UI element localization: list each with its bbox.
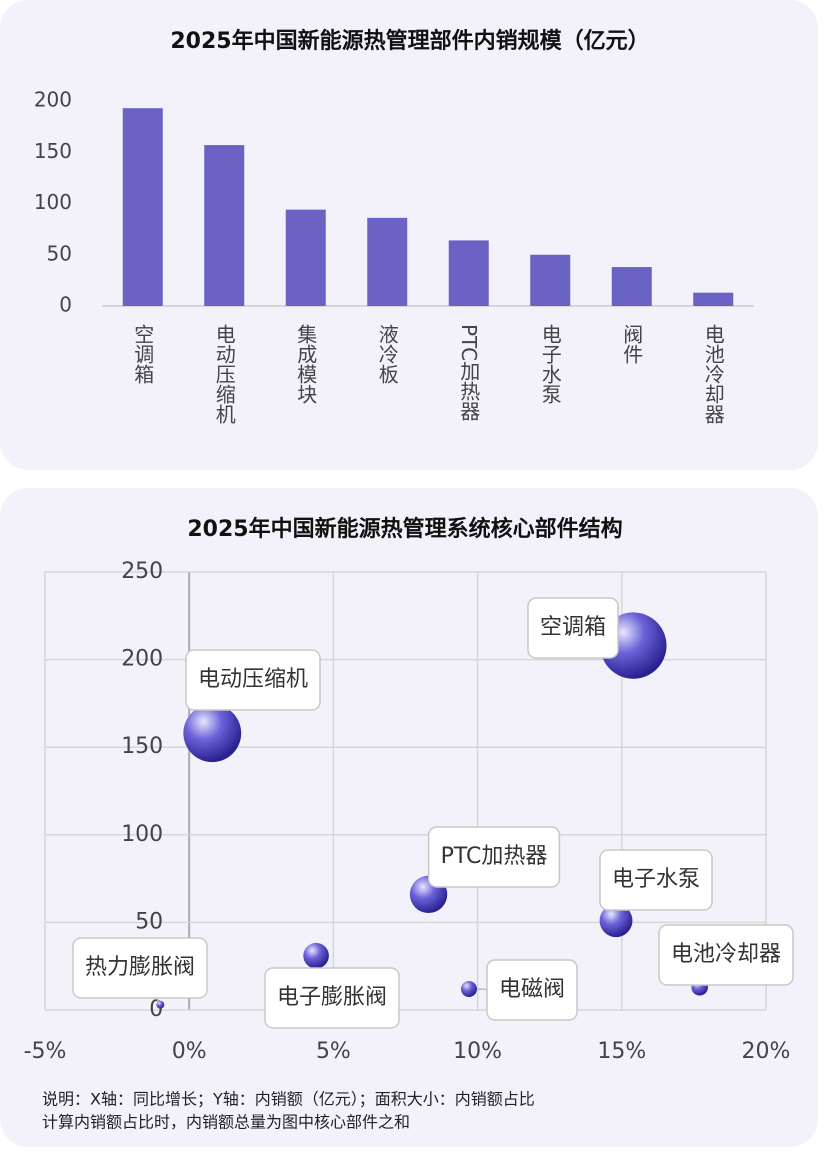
label-box [658, 924, 794, 986]
bubble-label: 电池冷却器 [671, 942, 781, 967]
y-tick-label: 100 [34, 190, 72, 214]
note: 说明：X轴：同比增长；Y轴：内销额（亿元）；面积大小：内销额占比 [42, 1090, 535, 1109]
y-tick-label: 0 [149, 997, 163, 1022]
bar [530, 254, 571, 306]
y-tick-label: 250 [121, 559, 163, 584]
x-tick-label: 15% [597, 1039, 646, 1064]
x-tick-label: 5% [316, 1039, 351, 1064]
y-tick-label: 150 [34, 139, 72, 163]
y-tick-label: 100 [121, 822, 163, 847]
y-tick-label: 200 [121, 647, 163, 672]
bar [285, 209, 326, 306]
x-tick-label: 空调箱 [131, 324, 155, 384]
x-tick-label: 集成模块 [294, 324, 318, 404]
label-box [72, 937, 208, 999]
bubble-label: 电磁阀 [499, 977, 565, 1002]
bubble-label: 电子膨胀阀 [277, 985, 387, 1010]
note: 计算内销额占比时，内销额总量为图中核心部件之和 [42, 1113, 410, 1132]
x-tick-label: 10% [453, 1039, 502, 1064]
bubble [183, 704, 242, 763]
label-box [427, 826, 561, 888]
bubble-label: PTC加热器 [441, 844, 548, 869]
bubble [156, 1000, 165, 1009]
x-tick-label: -5% [24, 1039, 67, 1064]
y-tick-label: 50 [135, 909, 163, 934]
label-box [527, 597, 619, 659]
bubble [460, 981, 477, 997]
bubble-label: 空调箱 [540, 615, 606, 640]
bar [448, 240, 489, 306]
bar [693, 292, 734, 306]
panel [0, 488, 818, 1147]
bubble-label: 电动压缩机 [198, 667, 308, 692]
bubble [303, 942, 329, 969]
x-tick-label: 0% [172, 1039, 207, 1064]
bubble [599, 904, 633, 938]
bar [204, 145, 245, 306]
x-tick-label: PTC加热器 [457, 324, 481, 421]
bubble-label: 电子水泵 [612, 867, 700, 892]
y-tick-label: 0 [59, 293, 72, 317]
label-box [185, 649, 321, 711]
x-tick-label: 阀件 [620, 324, 644, 364]
chart-title: 2025年中国新能源热管理系统核心部件结构 [187, 516, 622, 542]
label-box [264, 967, 400, 1029]
y-tick-label: 200 [34, 88, 72, 112]
x-tick-label: 电池冷却器 [701, 324, 725, 424]
y-tick-label: 50 [47, 241, 72, 265]
x-tick-label: 液冷板 [375, 324, 399, 384]
y-tick-label: 150 [121, 734, 163, 759]
bar [611, 267, 652, 306]
x-tick-label: 电动压缩机 [212, 324, 236, 424]
x-tick-label: 20% [742, 1039, 791, 1064]
panel [0, 0, 818, 470]
label-box [486, 959, 578, 1021]
chart-title: 2025年中国新能源热管理部件内销规模（亿元） [170, 28, 649, 54]
bar [122, 108, 163, 306]
label-box [599, 849, 713, 911]
x-tick-label: 电子水泵 [538, 324, 562, 404]
bar [367, 217, 408, 306]
bubble-label: 热力膨胀阀 [85, 955, 195, 980]
